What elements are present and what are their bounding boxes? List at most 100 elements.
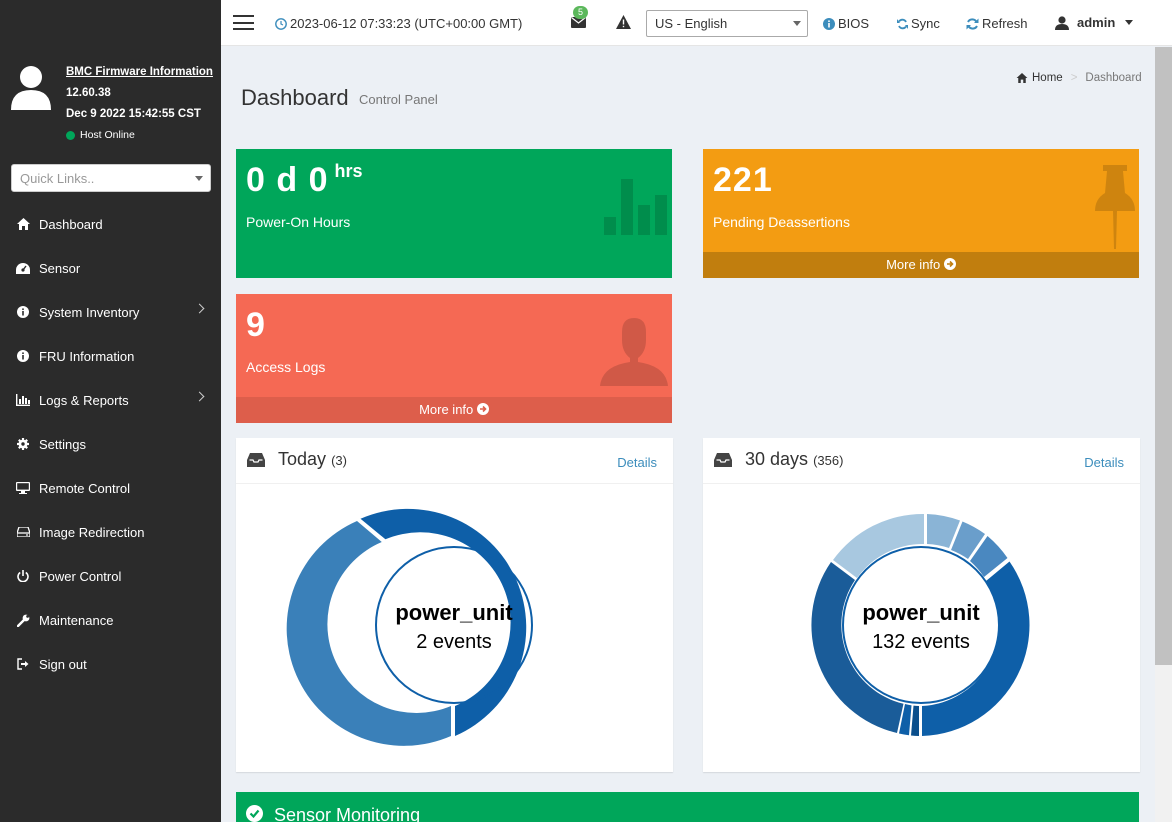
inbox-icon — [714, 453, 732, 467]
wrench-icon — [16, 613, 30, 627]
access-label: Access Logs — [246, 359, 326, 375]
chevron-down-icon — [195, 176, 203, 181]
check-circle-icon — [246, 805, 263, 822]
bar-chart-icon — [16, 393, 30, 407]
sidebar-item-label: System Inventory — [39, 304, 140, 320]
thirty-days-events-box: 30 days (356) Details power_unit 132 eve… — [703, 438, 1140, 772]
drive-icon — [16, 525, 30, 539]
power-icon — [16, 569, 30, 583]
box-count: (356) — [813, 453, 844, 468]
box-count: (3) — [331, 453, 347, 468]
donut-segment-power-unit[interactable] — [922, 561, 1030, 737]
sidebar-item-sensor[interactable]: Sensor — [0, 246, 221, 290]
dashboard-gauge-icon — [16, 261, 30, 275]
bar-chart-icon — [604, 179, 667, 235]
refresh-button[interactable]: Refresh — [966, 16, 1028, 31]
firmware-date: Dec 9 2022 15:42:55 CST — [66, 108, 201, 120]
donut-segment-5[interactable] — [951, 521, 985, 560]
sidebar-item-logs-reports[interactable]: Logs & Reports — [0, 378, 221, 422]
donut-segment-small-1[interactable] — [911, 705, 919, 736]
box-header: Today (3) Details — [236, 438, 673, 484]
menu-toggle-icon[interactable] — [233, 15, 254, 30]
breadcrumb-home[interactable]: Home — [1032, 72, 1063, 84]
pushpin-icon — [1095, 165, 1135, 249]
info-icon — [823, 17, 835, 30]
donut-segment-6[interactable] — [970, 536, 1008, 577]
access-more-info[interactable]: More info — [236, 397, 672, 423]
arrow-circle-right-icon — [476, 403, 489, 415]
user-avatar-icon — [11, 66, 51, 110]
power-on-label: Power-On Hours — [246, 214, 351, 230]
firmware-info-link[interactable]: BMC Firmware Information — [66, 66, 213, 78]
box-header: 30 days (356) Details — [703, 438, 1140, 484]
sidebar-item-maintenance[interactable]: Maintenance — [0, 598, 221, 642]
quick-links-select[interactable]: Quick Links.. — [11, 164, 211, 192]
desktop-icon — [16, 481, 30, 495]
breadcrumb: Home > Dashboard — [1016, 72, 1142, 84]
language-value: US - English — [655, 16, 728, 31]
thirty-days-donut-chart: power_unit 132 events — [811, 513, 1030, 737]
sync-button[interactable]: Sync — [897, 16, 940, 31]
donut-segment-other[interactable] — [286, 521, 451, 746]
bios-button[interactable]: BIOS — [823, 16, 869, 31]
donut-segment-large-2[interactable] — [811, 562, 904, 733]
donut-segment-4[interactable] — [927, 514, 960, 548]
page-title: Dashboard — [241, 85, 349, 110]
clock-icon — [275, 17, 287, 30]
status-dot-icon — [66, 131, 75, 140]
sidebar-item-label: Power Control — [39, 568, 122, 584]
envelope-icon[interactable] — [571, 16, 587, 29]
breadcrumb-separator: > — [1070, 72, 1078, 84]
arrow-circle-right-icon — [943, 258, 956, 270]
host-status-label: Host Online — [80, 129, 135, 141]
sidebar: BMC Firmware Information 12.60.38 Dec 9 … — [0, 0, 221, 822]
sidebar-item-system-inventory[interactable]: System Inventory — [0, 290, 221, 334]
donut-segment-light[interactable] — [833, 513, 924, 578]
host-status: Host Online — [66, 125, 213, 146]
donut-center-sub: 2 events — [416, 631, 492, 653]
chevron-down-icon — [1125, 20, 1134, 25]
sidebar-item-label: Sensor — [39, 260, 81, 276]
today-events-box: Today (3) Details power_unit 2 events — [236, 438, 673, 772]
access-logs-tile: 9 Access Logs More info — [236, 294, 672, 423]
sidebar-item-fru-information[interactable]: FRU Information — [0, 334, 221, 378]
mail-count-badge: 5 — [573, 6, 589, 19]
pending-label: Pending Deassertions — [713, 214, 850, 230]
sidebar-item-power-control[interactable]: Power Control — [0, 554, 221, 598]
sidebar-item-remote-control[interactable]: Remote Control — [0, 466, 221, 510]
home-icon — [16, 217, 30, 231]
inbox-icon — [247, 453, 265, 467]
chevron-down-icon — [793, 21, 801, 26]
datetime: 2023-06-12 07:33:23 (UTC+00:00 GMT) — [275, 16, 522, 31]
sidebar-item-label: FRU Information — [39, 348, 135, 364]
sidebar-item-sign-out[interactable]: Sign out — [0, 642, 221, 686]
firmware-info: BMC Firmware Information 12.60.38 Dec 9 … — [66, 62, 213, 146]
sidebar-item-dashboard[interactable]: Dashboard — [0, 202, 221, 246]
user-icon — [1055, 15, 1069, 30]
pending-value: 221 — [713, 161, 773, 199]
gear-icon — [16, 437, 30, 451]
donut-center-sub: 132 events — [872, 631, 970, 653]
quick-links-placeholder: Quick Links.. — [20, 171, 95, 186]
bios-label: BIOS — [838, 16, 870, 31]
details-link[interactable]: Details — [617, 455, 657, 470]
sidebar-item-settings[interactable]: Settings — [0, 422, 221, 466]
scrollbar-thumb[interactable] — [1155, 47, 1172, 665]
donut-segment-power-unit[interactable] — [360, 508, 527, 736]
info-icon — [16, 349, 30, 363]
datetime-label: 2023-06-12 07:33:23 (UTC+00:00 GMT) — [290, 16, 523, 31]
refresh-icon — [966, 17, 979, 30]
donut-center-title: power_unit — [862, 600, 980, 625]
user-menu[interactable]: admin — [1055, 15, 1134, 30]
language-select[interactable]: US - English — [646, 10, 808, 37]
sidebar-item-label: Dashboard — [39, 216, 103, 232]
chevron-right-icon — [194, 303, 205, 314]
sidebar-item-label: Image Redirection — [39, 524, 145, 540]
donut-segment-small-2[interactable] — [899, 704, 912, 736]
pending-more-info[interactable]: More info — [703, 252, 1139, 278]
sidebar-item-image-redirection[interactable]: Image Redirection — [0, 510, 221, 554]
warning-icon[interactable] — [616, 15, 631, 29]
today-donut-chart: power_unit 2 events — [286, 508, 533, 746]
details-link[interactable]: Details — [1084, 455, 1124, 470]
sidebar-item-label: Logs & Reports — [39, 392, 129, 408]
